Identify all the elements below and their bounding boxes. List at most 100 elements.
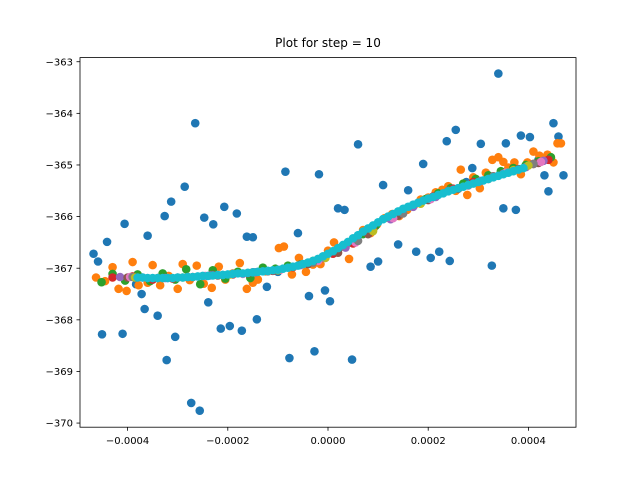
data-point [108,262,117,272]
y-tick-label: −369 [46,367,73,378]
data-point [442,136,452,146]
data-point [325,296,335,306]
data-point [118,329,127,339]
data-point [114,284,123,294]
y-tick-label: −370 [46,419,73,430]
data-point [195,279,205,289]
data-point [242,284,252,294]
data-point [519,163,528,173]
data-point [128,257,137,267]
data-point [208,220,218,229]
data-point [252,315,262,324]
data-point [232,209,242,218]
data-point [344,254,354,264]
data-point [97,277,106,287]
data-point [237,326,247,335]
data-point [511,205,521,215]
data-point [304,291,314,301]
data-point [499,157,508,167]
data-point [108,273,117,282]
data-point [516,131,526,140]
data-point [195,406,205,415]
data-point [487,261,497,270]
y-tick-label: −368 [46,315,73,326]
data-point [279,242,289,251]
points-layer [89,69,568,415]
y-tick-label: −365 [46,161,73,172]
data-point [456,165,466,174]
x-tick-label: 0.0002 [411,436,446,447]
plot-area [80,57,576,428]
x-tick-label: −0.0002 [206,436,249,447]
data-point [285,353,294,363]
data-point [97,329,107,339]
data-point [148,260,157,270]
data-point [314,169,324,179]
data-point [340,205,349,215]
data-point [235,258,245,268]
data-point [134,280,143,290]
data-point [102,237,112,247]
x-axis: −0.0004 −0.0002 0.0000 0.0002 0.0004 [106,427,546,447]
data-point [89,249,98,259]
data-point [287,270,297,279]
data-point [207,283,217,293]
data-point [173,284,182,294]
data-point [93,257,103,266]
chart-title: Plot for step = 10 [275,36,381,50]
data-point [143,231,152,240]
series-9 [133,163,528,283]
data-point [549,118,558,128]
data-point [181,264,191,274]
y-tick-label: −364 [46,109,73,120]
data-point [137,289,146,299]
plot-frame [79,57,577,428]
data-point [140,304,149,314]
data-point [499,204,508,213]
data-point [216,324,226,333]
y-tick-label: −363 [46,57,73,68]
data-point [494,69,503,78]
data-point [501,138,511,148]
x-tick-label: −0.0004 [106,436,149,447]
data-point [203,297,213,307]
data-point [248,232,258,242]
data-point [262,282,272,292]
data-point [166,197,176,206]
data-point [122,286,131,296]
data-point [153,311,162,321]
data-point [529,147,538,156]
data-point [253,275,263,284]
data-point [281,167,290,176]
data-point [418,159,428,169]
data-point [476,139,486,149]
data-point [462,190,472,200]
data-point [219,202,229,212]
y-axis: −370 −369 −368 −367 −366 −365 −364 −363 [46,57,80,430]
data-point [347,355,357,364]
x-tick-label: 0.0000 [311,436,346,447]
data-point [190,118,200,128]
data-point [310,347,319,356]
data-point [556,138,566,148]
data-point [451,125,461,135]
data-point [403,185,413,195]
data-point [434,247,444,256]
data-point [186,398,196,408]
data-point [333,204,343,213]
data-point [393,240,403,249]
data-point [320,286,330,295]
data-point [411,247,421,256]
data-point [293,228,303,238]
data-point [294,253,304,263]
data-point [554,132,563,141]
data-point [544,187,553,196]
series-0 [89,69,568,415]
data-point [373,257,383,266]
x-tick-label: 0.0004 [511,436,546,447]
data-point [199,213,209,222]
data-point [170,332,180,342]
data-point [540,170,549,180]
data-point [120,219,129,229]
